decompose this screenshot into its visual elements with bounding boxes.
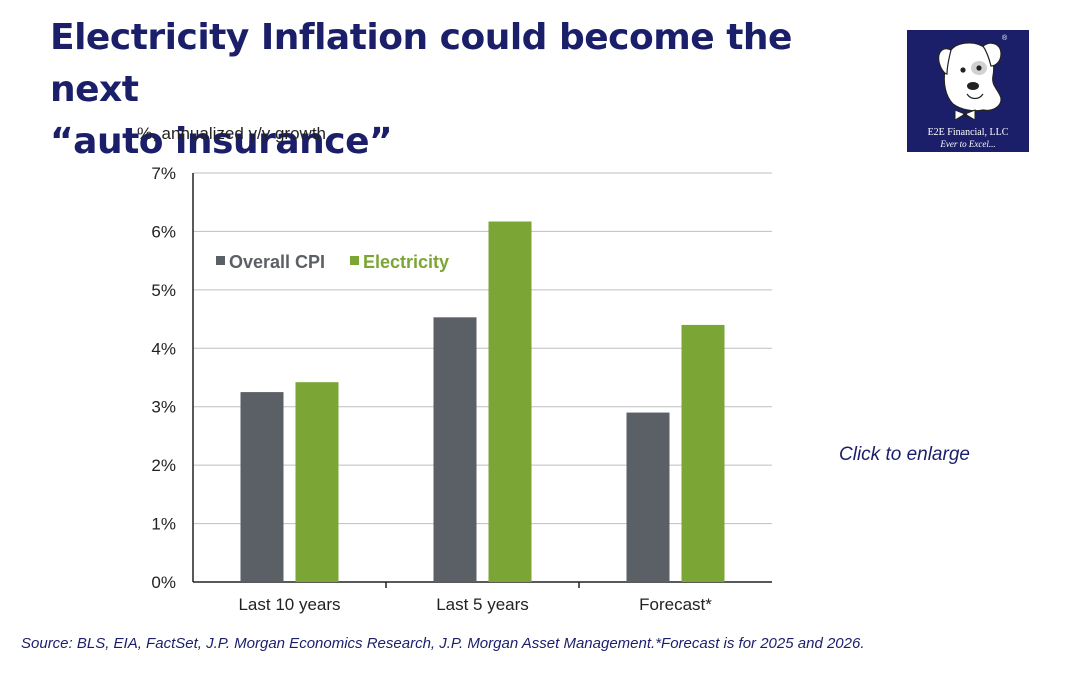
page-title-line-2: “auto insurance” <box>50 121 393 162</box>
legend-swatch <box>216 256 225 265</box>
logo-company-name: E2E Financial, LLC <box>927 127 1009 138</box>
click-to-enlarge-link[interactable]: Click to enlarge <box>839 444 970 465</box>
legend-label: Electricity <box>363 252 449 272</box>
dog-mascot-icon <box>938 42 1002 121</box>
company-logo: E2E Financial, LLC Ever to Excel... <box>907 30 1029 152</box>
legend-label: Overall CPI <box>229 252 325 272</box>
y-tick-label: 2% <box>151 456 176 475</box>
x-tick-label: Forecast* <box>639 595 712 614</box>
legend-swatch <box>350 256 359 265</box>
x-tick-label: Last 10 years <box>238 595 340 614</box>
y-tick-label: 6% <box>151 222 176 241</box>
y-tick-label: 5% <box>151 281 176 300</box>
bar-overall-cpi-3 <box>626 412 670 582</box>
page-title: Electricity Inflation could become the n… <box>50 12 850 168</box>
source-note: Source: BLS, EIA, FactSet, J.P. Morgan E… <box>21 635 865 652</box>
y-tick-label: 0% <box>151 573 176 592</box>
bar-electricity-3 <box>681 324 725 582</box>
y-tick-label: 7% <box>151 164 176 183</box>
y-tick-label: 1% <box>151 515 176 534</box>
logo-tagline: Ever to Excel... <box>940 139 996 149</box>
y-tick-label: 4% <box>151 339 176 358</box>
bar-overall-cpi-2 <box>433 317 477 582</box>
x-tick-label: Last 5 years <box>436 595 529 614</box>
logo-registered-mark: ® <box>1002 35 1008 42</box>
bar-electricity-2 <box>488 221 532 582</box>
bar-electricity-1 <box>295 382 339 582</box>
y-axis-unit-label: %, annualized y/y growth <box>137 124 326 143</box>
bar-overall-cpi-1 <box>240 392 284 582</box>
y-tick-label: 3% <box>151 398 176 417</box>
page-title-line-1: Electricity Inflation could become the n… <box>50 17 792 110</box>
